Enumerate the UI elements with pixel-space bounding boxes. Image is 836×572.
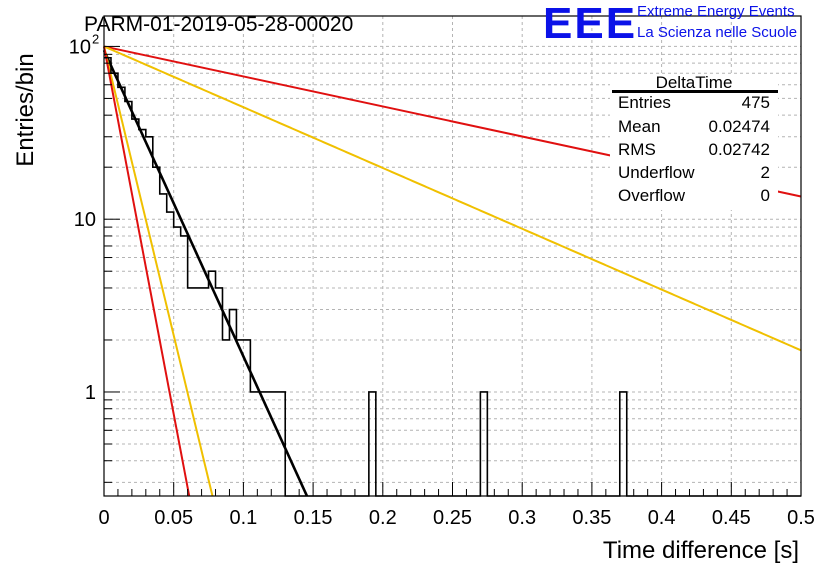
fit-curve (102, 49, 309, 497)
stats-title: DeltaTime (655, 73, 733, 92)
y-axis-label: Entries/bin (12, 53, 39, 166)
x-tick-label: 0.2 (369, 507, 397, 529)
y-tick-label: 1 (85, 382, 96, 404)
axes: 0 0.05 0.1 0.15 0.2 0.25 0.3 0.35 0.4 0.45 0.5 1 10 1… (69, 31, 815, 529)
x-axis-label: Time difference [s] (603, 537, 799, 564)
fit-curve (103, 46, 191, 497)
x-tick-label: 0.05 (154, 507, 193, 529)
stats-value: 0 (760, 186, 770, 205)
logo-line-1: Extreme Energy Events (637, 3, 795, 20)
stats-value: 0.02474 (708, 117, 770, 136)
y-tick-exponent: 2 (92, 31, 99, 46)
x-tick-label: 0.5 (787, 507, 815, 529)
stats-key: Entries (618, 93, 671, 112)
y-tick-label: 10 (69, 36, 91, 58)
stats-key: Overflow (618, 186, 686, 205)
fit-curve (103, 45, 802, 352)
x-tick-label: 0.35 (572, 507, 611, 529)
stats-value: 475 (741, 93, 770, 112)
logo-line-2: La Scienza nelle Scuole (637, 24, 798, 41)
x-tick-label: 0.15 (294, 507, 333, 529)
stats-key: RMS (618, 140, 656, 159)
stats-divider (612, 90, 778, 93)
stats-value: 2 (760, 163, 770, 182)
stats-key: Underflow (618, 163, 695, 182)
stats-value: 0.02742 (708, 140, 770, 159)
x-tick-label: 0 (98, 507, 109, 529)
stats-key: Mean (618, 117, 661, 136)
chart-title: PARM-01-2019-05-28-00020 (84, 13, 353, 36)
stats-box: DeltaTime Entries 475 Mean 0.02474 RMS 0… (610, 74, 778, 210)
eee-logo: EEE (543, 0, 638, 48)
x-tick-label: 0.1 (229, 507, 257, 529)
grid (104, 16, 801, 496)
fit-curve (103, 46, 214, 497)
x-tick-label: 0.25 (433, 507, 472, 529)
x-tick-label: 0.3 (508, 507, 536, 529)
x-tick-label: 0.45 (712, 507, 751, 529)
y-tick-label: 10 (74, 209, 96, 231)
x-tick-label: 0.4 (648, 507, 676, 529)
